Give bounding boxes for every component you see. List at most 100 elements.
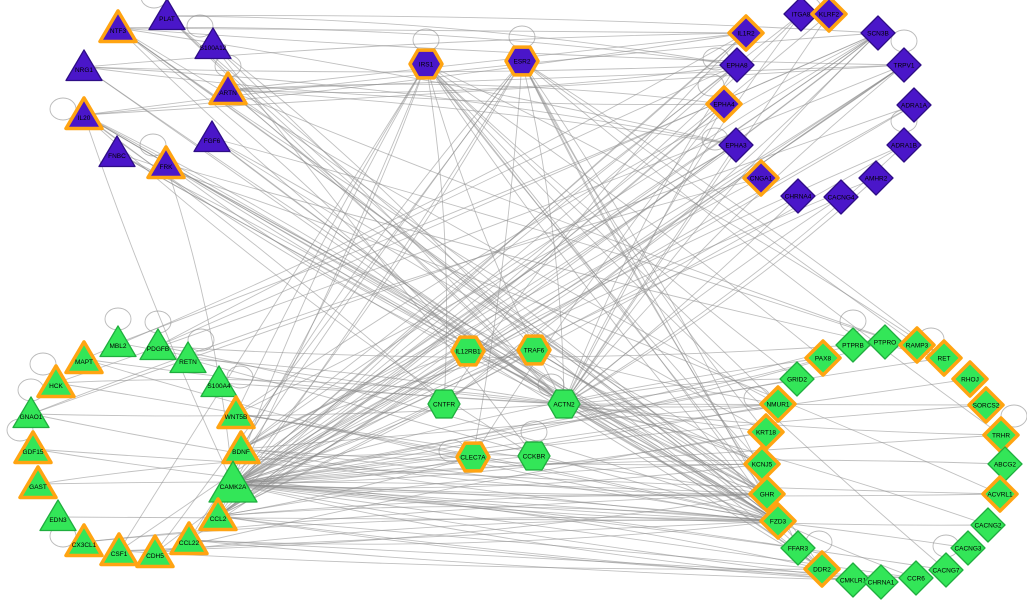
diamond-node-shape [823,179,859,215]
self-loop-edge [508,25,536,49]
node-irs1[interactable]: IRS1 [408,48,444,80]
node-ddr2[interactable]: DDR2 [803,550,841,588]
triangle-node-shape [193,120,231,153]
diamond-node-shape [804,339,842,377]
triangle-node-shape [12,396,50,429]
edge [232,483,779,522]
node-acvrl1[interactable]: ACVRL1 [981,475,1019,513]
node-cacng7[interactable]: CACNG7 [928,552,964,588]
node-adra1a[interactable]: ADRA1A [896,87,932,123]
node-amhr2[interactable]: AMHR2 [858,160,894,196]
node-cnga1[interactable]: CNGA1 [742,159,780,197]
edge [563,403,1002,436]
node-s100a4[interactable]: S100A4 [200,365,238,398]
node-cacng2[interactable]: CACNG2 [970,507,1006,543]
diamond-node-shape [898,560,934,596]
node-gdf15[interactable]: GDF15 [13,430,53,465]
node-trhr[interactable]: TRHR [982,416,1020,454]
diamond-node-shape [743,445,781,483]
node-clec7a[interactable]: CLEC7A [455,441,491,473]
node-il12rb1[interactable]: IL12RB1 [450,335,486,367]
hexagon-node-shape [427,389,461,419]
edge [467,350,768,495]
node-frk[interactable]: FRK [146,145,186,180]
edge [563,357,824,405]
diamond-node-shape [780,178,816,214]
node-klrf2[interactable]: KLRF2 [810,0,848,33]
diamond-node-shape [863,564,899,600]
node-fgf6[interactable]: FGF6 [193,120,231,153]
node-bdnf[interactable]: BDNF [221,430,261,465]
node-mbl2[interactable]: MBL2 [99,325,137,358]
diamond-node-shape [748,475,786,513]
hexagon-node-shape [516,334,552,366]
node-adra1b[interactable]: ADRA1B [886,127,922,163]
node-ccr6[interactable]: CCR6 [898,560,934,596]
edge [166,15,738,66]
node-chrna1[interactable]: CHRNA1 [863,564,899,600]
edge [425,63,768,495]
node-epha8[interactable]: EPHA8 [719,47,755,83]
edge [563,403,823,570]
edge [425,63,947,571]
diamond-node-shape [860,15,896,51]
node-csf1[interactable]: CSF1 [99,532,139,567]
edge [533,349,779,405]
edge [165,163,945,359]
node-plat[interactable]: PLAT [148,0,186,31]
diamond-node-shape [719,47,755,83]
edge [55,378,565,405]
edge [232,104,915,485]
node-ntf3[interactable]: NTF3 [98,9,138,44]
node-s100a12[interactable]: S100A12 [194,27,232,60]
node-kcnj5[interactable]: KCNJ5 [743,445,781,483]
edge [165,163,234,485]
edge [117,27,738,66]
self-loop-edge [29,352,57,376]
edge [118,520,779,552]
edge [232,403,445,485]
node-grid2[interactable]: GRID2 [779,361,815,397]
node-fnbc[interactable]: FNBC [98,135,136,168]
edge [563,64,905,405]
edge [227,83,725,105]
triangle-node-shape [198,497,238,532]
node-edn3[interactable]: EDN3 [39,499,77,532]
node-cacng4[interactable]: CACNG4 [823,179,859,215]
edge [232,177,877,485]
node-mapt[interactable]: MAPT [64,340,104,375]
edge [232,177,762,485]
edge [166,15,879,34]
edge [521,60,767,433]
node-gnao1[interactable]: GNAO1 [12,396,50,429]
edge [563,378,798,405]
node-abcg2[interactable]: ABCG2 [987,446,1023,482]
edge [83,114,445,405]
triangle-node-shape [194,27,232,60]
edge [117,27,767,433]
node-cacng3[interactable]: CACNG3 [950,530,986,566]
diamond-node-shape [718,127,754,163]
node-esr2[interactable]: ESR2 [504,45,540,77]
triangle-node-shape [64,523,104,558]
diamond-node-shape [967,386,1005,424]
edge [83,32,747,68]
diamond-node-shape [951,360,989,398]
node-wnt5b[interactable]: WNT5B [216,395,256,430]
node-trpv1[interactable]: TRPV1 [886,47,922,83]
edge [116,152,1001,495]
edge [232,357,945,485]
edge [521,60,779,522]
node-nrg1[interactable]: NRG1 [65,49,103,82]
edge [425,63,448,405]
node-epha4[interactable]: EPHA4 [705,85,743,123]
diamond-node-shape [886,47,922,83]
edge [217,60,523,517]
edge [521,60,1002,436]
edge [217,349,535,517]
node-traf6[interactable]: TRAF6 [516,334,552,366]
diamond-node-shape [982,416,1020,454]
edge [563,195,799,405]
diamond-node-shape [896,87,932,123]
edge [563,403,917,579]
